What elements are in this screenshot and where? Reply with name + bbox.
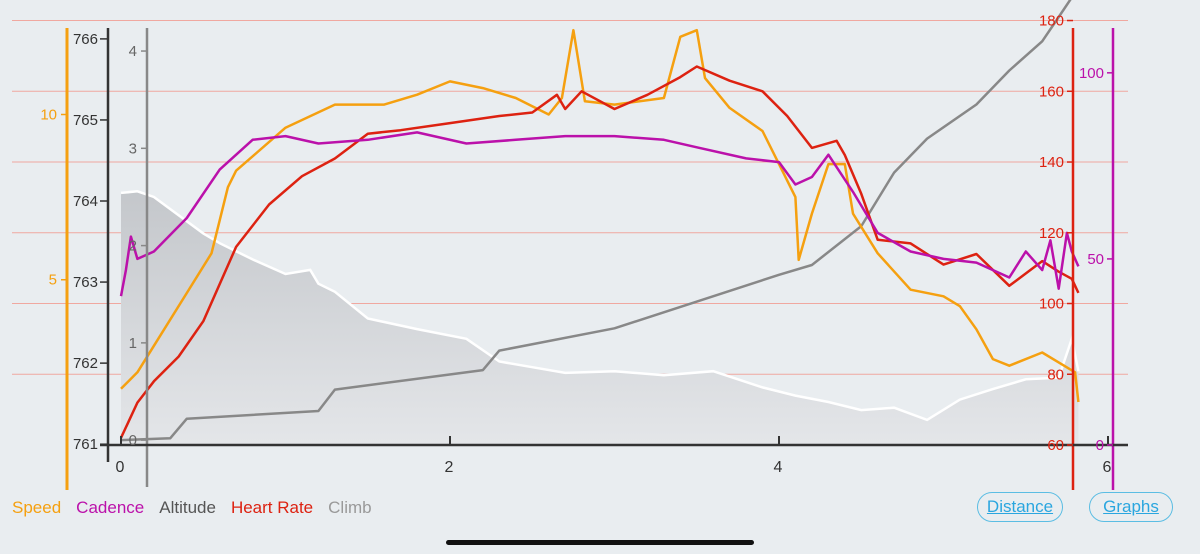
hr-tick-label-1: 80 <box>1047 366 1064 383</box>
cadence-tick-label-2: 100 <box>1079 65 1104 82</box>
speed-tick-label-1: 10 <box>40 106 57 123</box>
altitude-tick-label-3: 764 <box>73 193 98 210</box>
climb-tick-label-4: 4 <box>129 43 137 60</box>
legend-speed[interactable]: Speed <box>12 498 62 517</box>
hr-tick-label-6: 180 <box>1039 13 1064 30</box>
x-tick-label-2: 4 <box>774 459 783 476</box>
altitude-area <box>121 191 1079 445</box>
climb-tick-label-0: 0 <box>129 432 137 449</box>
x-tick-label-1: 2 <box>445 459 454 476</box>
legend: Speed Cadence Altitude Heart Rate Climb <box>12 498 372 518</box>
altitude-line <box>120 190 1080 422</box>
speed-tick-label-0: 5 <box>49 272 57 289</box>
altitude-tick-label-5: 766 <box>73 31 98 48</box>
cadence-line <box>119 131 1080 297</box>
legend-heart-rate[interactable]: Heart Rate <box>230 498 314 517</box>
climb-tick-label-1: 1 <box>129 335 137 352</box>
hr-tick-label-4: 140 <box>1039 154 1064 171</box>
cadence-tick-label-1: 50 <box>1087 251 1104 268</box>
heart-rate-line <box>119 65 1080 439</box>
climb-line <box>120 0 1072 442</box>
legend-altitude[interactable]: Altitude <box>159 498 216 517</box>
climb-tick-label-3: 3 <box>129 140 137 157</box>
hr-tick-label-2: 100 <box>1039 296 1064 313</box>
climb-tick-label-2: 2 <box>129 238 137 255</box>
altitude-tick-label-2: 763 <box>73 274 98 291</box>
hr-tick-label-5: 160 <box>1039 83 1064 100</box>
speed-line <box>120 28 1080 403</box>
cadence-tick-label-0: 0 <box>1096 437 1104 454</box>
distance-button[interactable]: Distance <box>977 492 1063 522</box>
hr-tick-label-3: 120 <box>1039 225 1064 242</box>
x-tick-label-0: 0 <box>116 459 125 476</box>
hr-tick-label-0: 60 <box>1047 437 1064 454</box>
altitude-tick-label-1: 762 <box>73 355 98 372</box>
altitude-tick-label-4: 765 <box>73 112 98 129</box>
chart[interactable]: 0 2 4 6761762763764765766510012346080100120… <box>0 0 1200 490</box>
graphs-button[interactable]: Graphs <box>1089 492 1173 522</box>
x-tick-label-3: 6 <box>1103 459 1112 476</box>
altitude-tick-label-0: 761 <box>73 436 98 453</box>
legend-cadence[interactable]: Cadence <box>76 498 145 517</box>
home-indicator[interactable] <box>446 540 754 545</box>
legend-climb[interactable]: Climb <box>328 498 372 517</box>
